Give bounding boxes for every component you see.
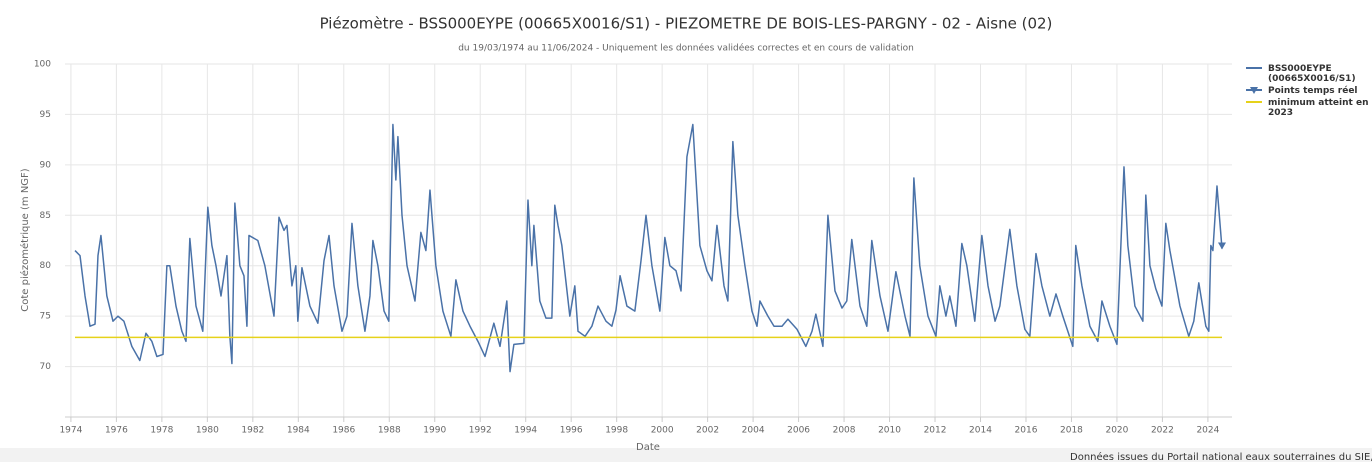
footer-bar [0,448,1372,462]
x-tick-label: 1976 [105,426,128,436]
x-tick-label: 2018 [1060,426,1083,436]
legend-marker [1250,87,1258,94]
x-tick-label: 1982 [241,426,264,436]
x-tick-label: 1996 [560,426,583,436]
legend-label: BSS000EYPE (00665X0016/S1) [1268,64,1356,84]
x-tick-label: 2014 [969,426,992,436]
x-tick-label: 1978 [150,426,173,436]
x-tick-label: 1986 [332,426,355,436]
x-tick-label: 2024 [1196,426,1219,436]
x-tick-label: 1980 [196,426,219,436]
x-tick-label: 1990 [423,426,446,436]
credit: Données issues du Portail national eaux … [1070,451,1372,462]
x-tick-label: 1988 [378,426,401,436]
x-tick-label: 1984 [287,426,310,436]
x-tick-label: 1974 [59,426,82,436]
x-tick-label: 2022 [1151,426,1174,436]
x-tick-label: 2010 [878,426,901,436]
y-axis-label: Cote piézométrique (m NGF) [19,168,31,312]
x-tick-label: 1992 [469,426,492,436]
x-tick-label: 2016 [1015,426,1038,436]
chart-subtitle: du 19/03/1974 au 11/06/2024 - Uniquement… [458,43,914,54]
legend-label: Points temps réel [1268,85,1358,96]
realtime-point [1217,242,1226,250]
legend: BSS000EYPE (00665X0016/S1)Points temps ré… [1246,64,1368,118]
y-tick-label: 80 [40,261,52,271]
y-tick-label: 100 [34,60,51,70]
series-line [74,123,1223,373]
x-tick-label: 2002 [696,426,719,436]
x-tick-label: 2000 [651,426,674,436]
x-tick-label: 1994 [514,426,537,436]
x-tick-label: 2008 [833,426,856,436]
chart-title: Piézomètre - BSS000EYPE (00665X0016/S1) … [320,15,1053,33]
y-tick-label: 70 [40,362,52,372]
y-tick-label: 85 [40,211,51,221]
x-tick-label: 2006 [787,426,810,436]
legend-label: minimum atteint en 2023 [1268,98,1368,118]
y-tick-label: 95 [40,110,51,120]
y-tick-label: 90 [40,160,52,170]
x-tick-label: 2004 [742,426,765,436]
x-axis-label: Date [636,442,660,453]
x-tick-label: 2020 [1105,426,1128,436]
x-tick-label: 1998 [605,426,628,436]
y-tick-label: 75 [40,312,51,322]
x-tick-label: 2012 [924,426,947,436]
